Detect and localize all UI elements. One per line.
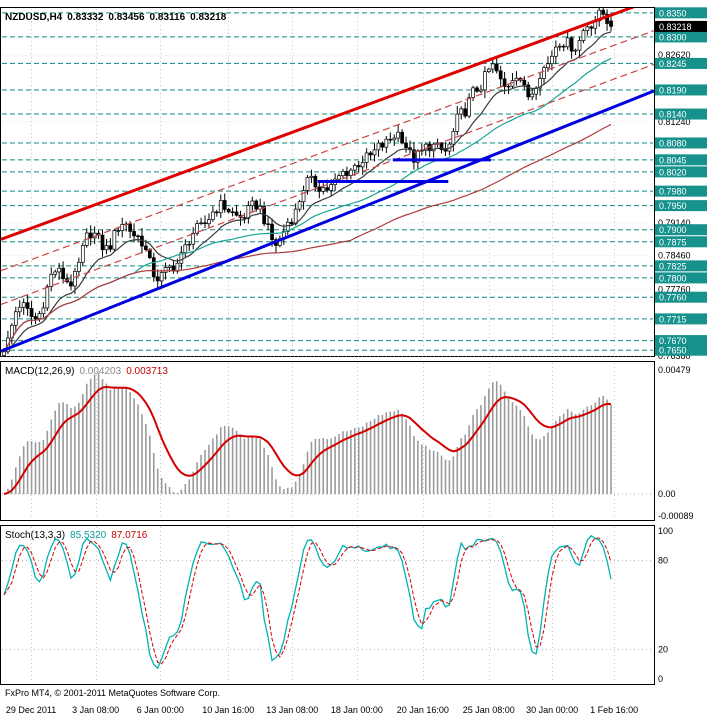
level-price-tag [655,185,707,197]
stoch-gridlines [2,560,653,650]
svg-text:0.7825: 0.7825 [659,261,687,271]
axis-price-label: 0.78460 [658,251,691,261]
channel-mid-dashed-red [1,30,654,272]
channel-upper-solid-red [1,8,635,241]
svg-text:0.7650: 0.7650 [659,346,687,356]
level-price-tag [655,272,707,284]
time-axis-label: 1 Feb 16:00 [590,705,639,715]
high-value: 0.83456 [108,12,145,23]
svg-text:0.7980: 0.7980 [659,187,687,197]
level-price-tag [655,224,707,236]
macd-signal-line [3,385,612,495]
open-value: 0.83332 [67,12,104,23]
macd-axis-label: 0.00 [658,489,676,499]
macd-signal-value: 0.003713 [126,366,168,377]
level-price-tag [655,236,707,248]
stoch-axis-label: 0 [658,674,663,684]
ma-13-line [3,31,612,353]
macd-axis-label: 0.00479 [658,365,691,375]
level-price-tag [655,57,707,69]
stoch-signal-line [3,537,612,665]
macd-axis-label: -0.00089 [658,511,694,521]
stoch-signal-value: 87.0716 [111,530,148,541]
axis-price-label: 0.76380 [658,351,691,361]
svg-text:0.8245: 0.8245 [659,59,687,69]
current-price-tag [655,20,707,32]
time-axis-label: 18 Jan 00:00 [330,705,383,715]
level-price-tag [655,137,707,149]
macd-main-value: 0.004203 [79,366,122,377]
svg-text:0.7800: 0.7800 [659,273,687,283]
level-price-tag [655,31,707,43]
stoch-axis-label: 100 [658,526,673,536]
time-axis-label: 10 Jan 16:00 [202,705,255,715]
moving-averages [3,31,612,353]
panel-frames [0,7,655,685]
level-price-tag [655,7,707,19]
svg-text:0.7715: 0.7715 [659,314,687,324]
platform-credit: FxPro MT4, © 2001-2011 MetaQuotes Softwa… [5,688,221,698]
axis-price-label: 0.77760 [658,284,691,294]
stoch-main-value: 85.5320 [70,530,107,541]
channel-lower-dashed-red [1,63,654,305]
axis-price-label: 0.79140 [658,218,691,228]
svg-text:0.8045: 0.8045 [659,155,687,165]
ma-89-line [3,123,612,353]
macd-name-label: MACD(12,26,9) [5,366,75,377]
axis-price-label: 0.81240 [658,117,691,127]
support-solid-blue [1,89,654,353]
low-value: 0.83116 [149,12,186,23]
chart-title: NZDUSD,H4 0.83332 0.83456 0.83116 0.83218 [5,12,226,23]
stoch-name-label: Stoch(13,3,3) [5,530,66,541]
svg-text:0.8140: 0.8140 [659,110,687,120]
time-axis-label: 30 Jan 00:00 [526,705,579,715]
stoch-main-line [3,534,612,670]
time-axis-label: 20 Jan 16:00 [396,705,449,715]
close-value: 0.83218 [190,12,227,23]
time-axis-label: 29 Dec 2011 [5,705,57,715]
svg-text:0.7670: 0.7670 [659,336,687,346]
level-price-tag [655,313,707,325]
svg-text:0.8080: 0.8080 [659,138,687,148]
time-axis-label: 6 Jan 00:00 [136,705,184,715]
stoch-axis-label: 80 [658,556,668,566]
level-price-tag [655,291,707,303]
svg-text:0.8190: 0.8190 [659,85,687,95]
time-axis-label: 13 Jan 08:00 [266,705,319,715]
level-price-tag [655,335,707,347]
macd-indicator-label: MACD(12,26,9) 0.004203 0.003713 [5,366,168,377]
price-scale: 0.82620 0.81240 0.79140 0.78460 0.77760 0.763… [655,7,707,361]
stoch-scale: 100 80 20 0 [658,526,673,684]
svg-text:0.7760: 0.7760 [659,293,687,303]
trendlines [1,8,654,353]
svg-text:0.7950: 0.7950 [659,201,687,211]
macd-scale: 0.00479 0.00 -0.00089 [658,365,694,521]
axis-price-label: 0.82620 [658,50,691,60]
stoch-axis-label: 20 [658,644,668,654]
svg-text:0.8300: 0.8300 [659,32,687,42]
svg-text:0.83218: 0.83218 [659,22,692,32]
symbol-timeframe-label: NZDUSD,H4 [5,12,63,23]
time-axis-label: 25 Jan 08:00 [462,705,515,715]
support-resistance-lines [2,12,653,351]
level-price-tag [655,84,707,96]
level-price-tag [655,166,707,178]
svg-text:0.7900: 0.7900 [659,225,687,235]
stoch-panel [0,525,655,685]
level-price-tag [655,154,707,166]
svg-text:0.8020: 0.8020 [659,167,687,177]
level-price-tag [655,108,707,120]
level-price-tag [655,200,707,212]
svg-text:0.8350: 0.8350 [659,8,687,18]
level-price-tag [655,344,707,356]
svg-text:0.7875: 0.7875 [659,237,687,247]
level-price-tag [655,260,707,272]
time-axis-label: 3 Jan 08:00 [72,705,120,715]
stoch-indicator-label: Stoch(13,3,3) 85.5320 87.0716 [5,530,147,541]
